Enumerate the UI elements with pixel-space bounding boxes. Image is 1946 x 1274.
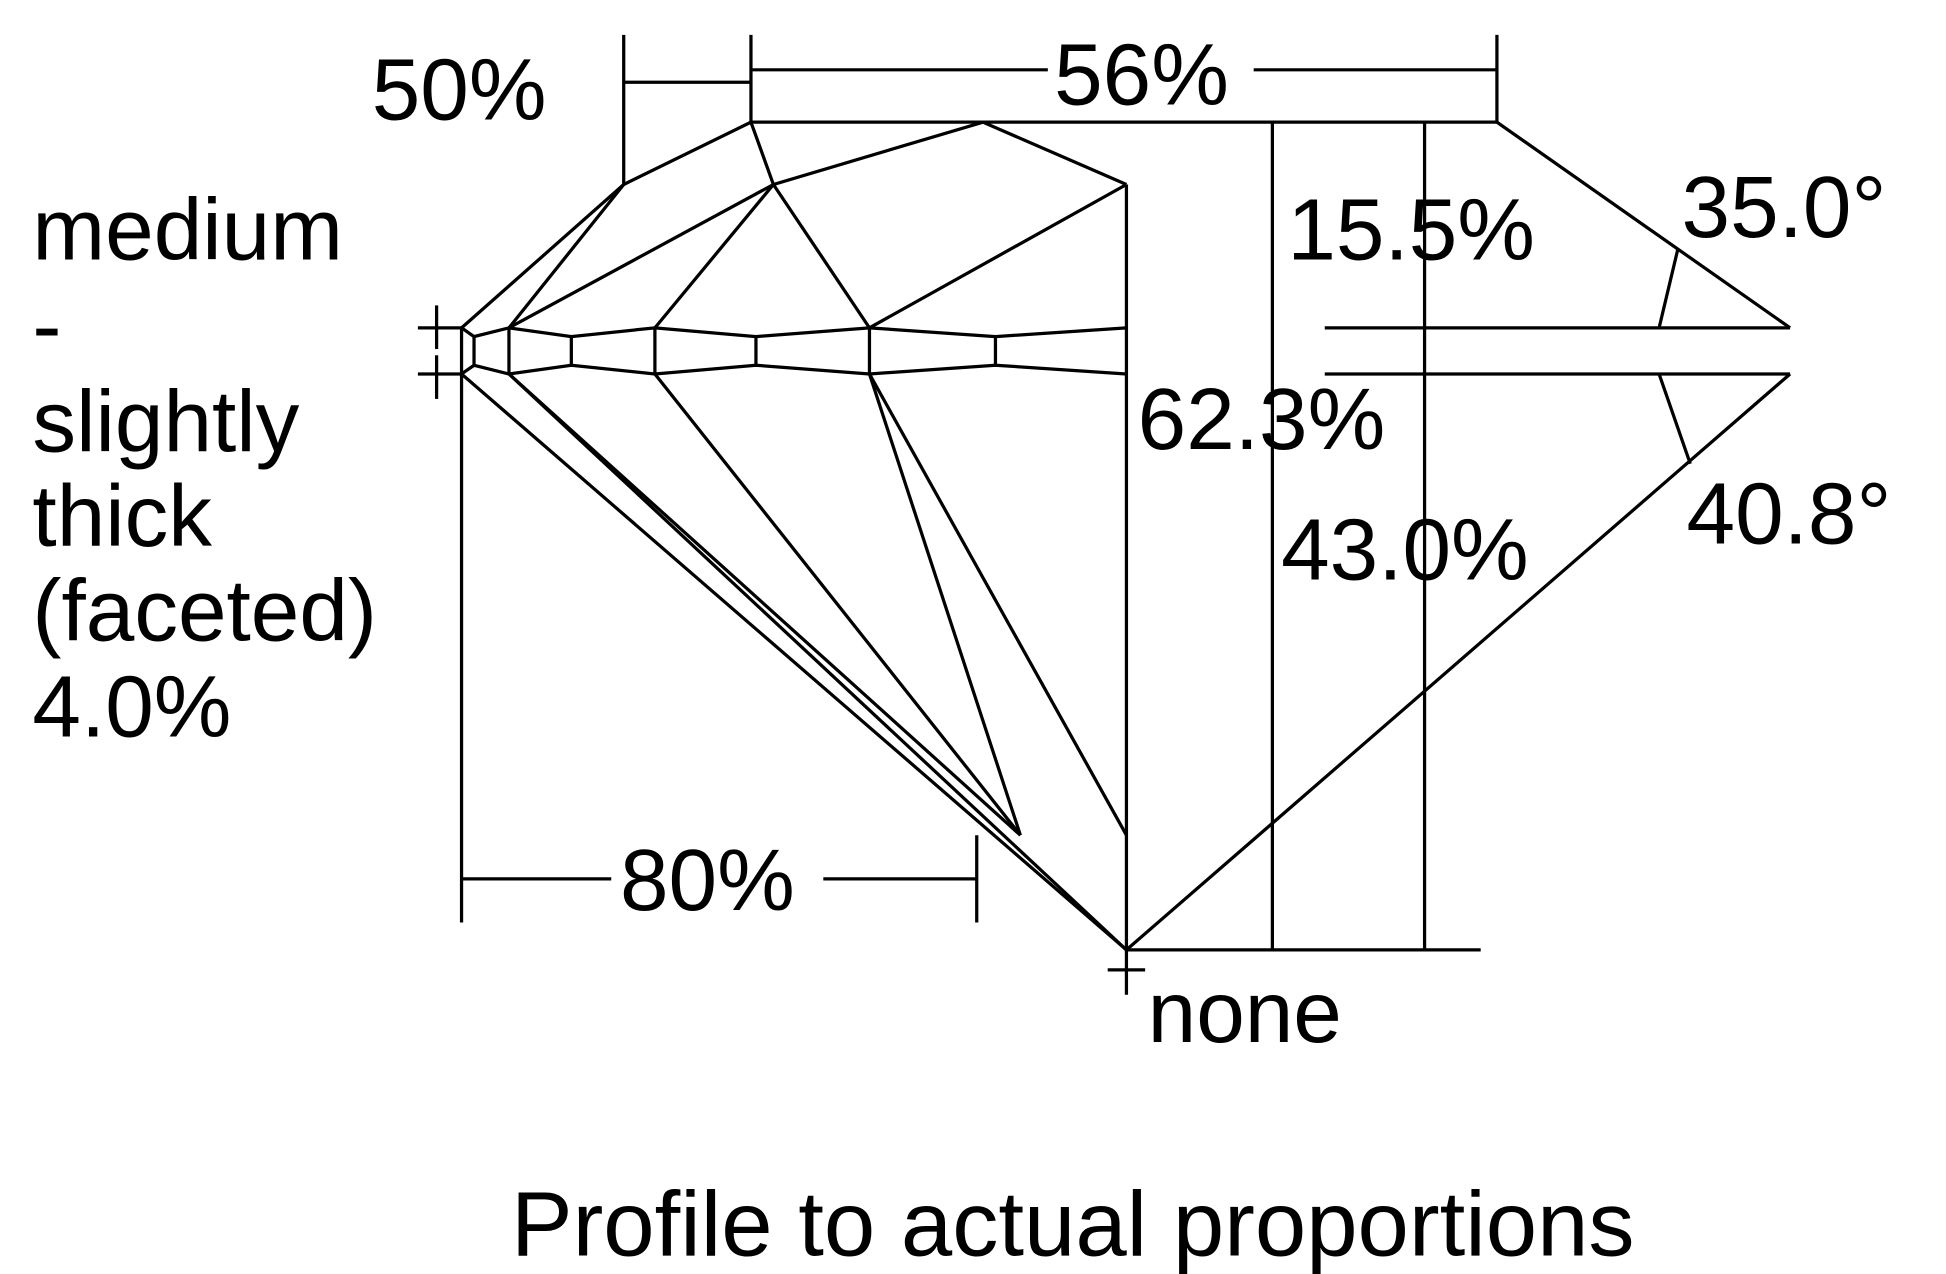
pavilion-depth-label: 43.0%: [1281, 502, 1529, 599]
crown-height-label: 15.5%: [1287, 181, 1535, 278]
girdle-label-line5: (faceted): [32, 563, 377, 660]
girdle-percent-label: 4.0%: [32, 659, 231, 756]
diagram-title: Profile to actual proportions: [511, 1171, 1635, 1274]
dimension-lines: [417, 34, 1499, 995]
crown-height-star-label: 50%: [372, 42, 547, 139]
crown-angle-label: 35.0°: [1682, 159, 1887, 256]
girdle-label-line3: slightly: [32, 373, 299, 470]
table-percent-label: 56%: [1054, 27, 1229, 124]
pavilion-angle-label: 40.8°: [1687, 466, 1892, 563]
lower-half-label: 80%: [620, 832, 795, 929]
girdle-label-line4: thick: [32, 468, 212, 565]
culet-label: none: [1148, 964, 1342, 1061]
girdle-label-line2: -: [32, 277, 61, 374]
girdle-label-line1: medium: [32, 181, 343, 278]
diamond-profile-lines: [459, 120, 1792, 952]
total-depth-label: 62.3%: [1138, 371, 1386, 468]
